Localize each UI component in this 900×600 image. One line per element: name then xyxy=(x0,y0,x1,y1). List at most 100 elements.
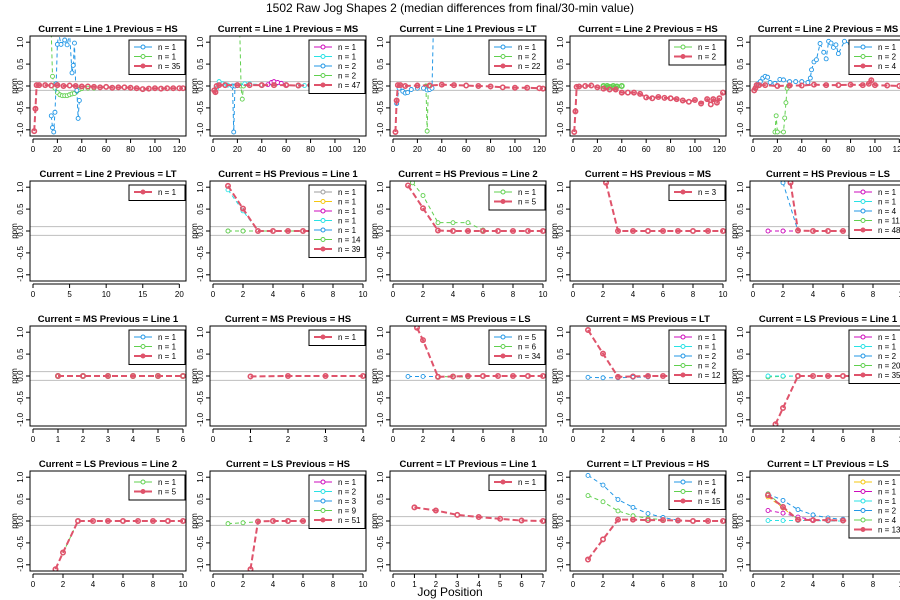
data-point xyxy=(240,228,246,234)
data-point xyxy=(450,82,457,89)
x-tick-label: 2 xyxy=(601,580,606,589)
y-axis-label: ppm xyxy=(10,513,19,529)
legend-swatch-point xyxy=(140,334,146,340)
data-point xyxy=(479,228,486,235)
series-group xyxy=(411,504,546,524)
data-point xyxy=(158,85,165,92)
y-tick-label: 1.0 xyxy=(196,326,205,338)
series-group xyxy=(52,517,186,571)
x-tick-label: 0 xyxy=(751,580,756,589)
panel-title: Current = LS Previous = HS xyxy=(226,459,350,470)
legend: n = 1n = 5 xyxy=(488,184,546,211)
x-tick-label: 40 xyxy=(77,145,86,154)
data-point xyxy=(774,129,780,135)
y-axis-label: ppm xyxy=(190,368,199,384)
panel: Current = LS Previous = Line 2 -1.0 -0.5 0.… xyxy=(10,459,188,589)
y-tick-label: -1.0 xyxy=(736,412,745,426)
legend-label: n = 2 xyxy=(878,507,897,516)
data-point xyxy=(64,42,70,48)
legend-swatch-point xyxy=(140,63,146,69)
legend-label: n = 1 xyxy=(878,488,897,497)
y-tick-label: -0.5 xyxy=(376,535,385,549)
data-point xyxy=(782,115,788,121)
data-point xyxy=(109,84,116,91)
data-point xyxy=(824,517,831,524)
data-point xyxy=(454,511,461,518)
data-point xyxy=(772,421,779,426)
data-point xyxy=(781,77,786,83)
x-tick-label: 0 xyxy=(391,435,396,444)
legend-label: n = 1 xyxy=(338,198,357,207)
data-point xyxy=(239,96,245,102)
data-point xyxy=(828,40,834,46)
data-point xyxy=(135,517,142,524)
data-point xyxy=(509,372,516,379)
x-tick-label: 4 xyxy=(451,290,456,299)
data-point xyxy=(809,228,816,235)
data-point xyxy=(793,79,799,85)
legend-label: n = 3 xyxy=(698,188,717,197)
x-tick-label: 8 xyxy=(151,580,156,589)
legend-label: n = 1 xyxy=(338,217,357,226)
legend-box xyxy=(488,39,546,75)
y-tick-label: 0.5 xyxy=(16,58,25,70)
data-point xyxy=(269,517,276,524)
x-tick-label: 10 xyxy=(539,435,548,444)
x-tick-label: 20 xyxy=(413,145,422,154)
x-tick-label: 100 xyxy=(688,145,702,154)
data-point xyxy=(133,85,140,92)
x-tick-label: 120 xyxy=(533,145,547,154)
y-tick-label: 0.5 xyxy=(376,58,385,70)
y-tick-label: -1.0 xyxy=(196,412,205,426)
legend-box xyxy=(668,474,726,510)
data-point xyxy=(629,228,636,235)
legend-swatch-point xyxy=(320,237,326,242)
data-point xyxy=(75,115,81,121)
x-tick-label: 0 xyxy=(391,580,396,589)
x-tick-label: 4 xyxy=(476,580,481,589)
legend-label: n = 13 xyxy=(878,526,900,535)
panel-title: Current = Line 2 Previous = MS xyxy=(758,24,898,35)
data-point xyxy=(139,86,146,93)
legend-swatch-point xyxy=(860,218,866,223)
panel-title: Current = MS Previous = LS xyxy=(405,314,530,325)
data-point xyxy=(405,90,411,96)
legend-swatch-point xyxy=(320,54,326,59)
panel-title: Current = LT Previous = Line 1 xyxy=(399,459,537,470)
y-tick-label: -1.0 xyxy=(16,412,25,426)
legend-label: n = 1 xyxy=(338,188,357,197)
series-group xyxy=(751,38,900,135)
data-point xyxy=(180,518,186,524)
series-group xyxy=(392,36,546,136)
y-axis-label: ppm xyxy=(190,223,199,239)
legend-label: n = 2 xyxy=(698,352,717,361)
data-point xyxy=(614,228,621,235)
legend-swatch-point xyxy=(680,372,686,378)
legend-box xyxy=(308,184,366,258)
data-point xyxy=(600,482,606,488)
series-line-green xyxy=(603,84,622,88)
legend-label: n = 51 xyxy=(338,516,361,525)
y-tick-label: -0.5 xyxy=(556,100,565,114)
legend-swatch-point xyxy=(140,54,146,59)
data-point xyxy=(615,508,621,514)
y-tick-label: -1.0 xyxy=(196,267,205,281)
data-point xyxy=(884,82,891,89)
y-tick-label: 0.0 xyxy=(376,370,385,382)
y-tick-label: -0.5 xyxy=(736,100,745,114)
x-tick-label: 10 xyxy=(719,290,728,299)
x-tick-label: 0 xyxy=(31,145,36,154)
data-point xyxy=(180,85,186,92)
y-axis-label: ppm xyxy=(10,368,19,384)
data-point xyxy=(270,82,277,89)
legend: n = 1n = 5 xyxy=(128,474,186,501)
data-point xyxy=(821,49,827,55)
data-point xyxy=(773,113,779,119)
y-tick-label: 1.0 xyxy=(736,326,745,338)
data-point xyxy=(464,372,471,379)
x-tick-label: 10 xyxy=(899,435,900,444)
legend-label: n = 2 xyxy=(518,53,537,62)
legend-label: n = 2 xyxy=(878,53,897,62)
data-point xyxy=(719,89,726,96)
x-tick-label: 0 xyxy=(571,290,576,299)
